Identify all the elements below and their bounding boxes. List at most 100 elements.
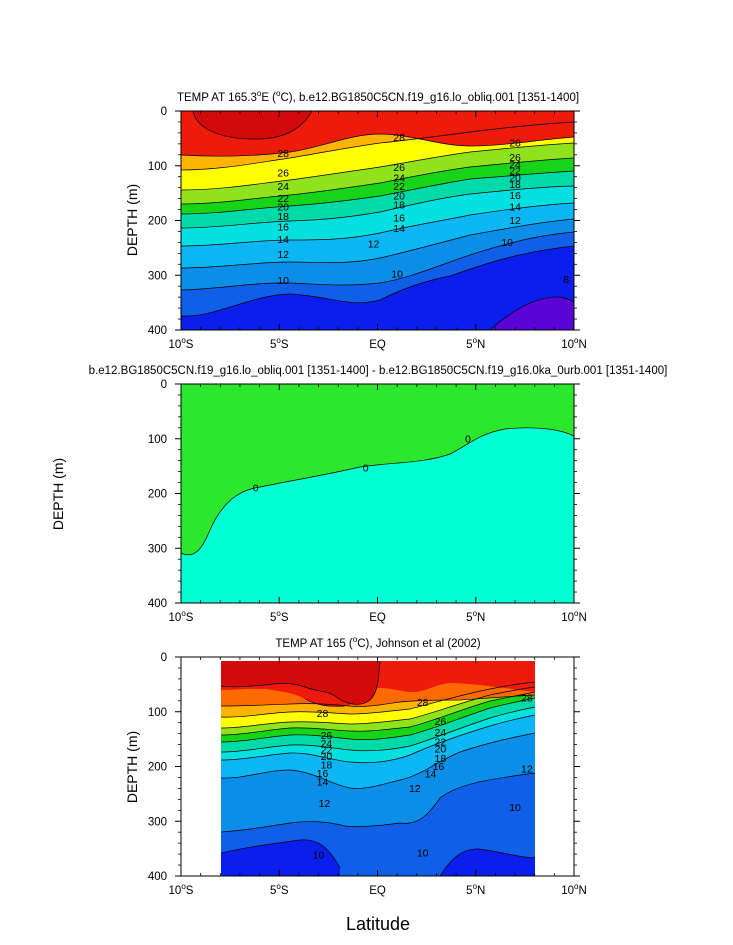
- panel-2-ylabel: DEPTH (m): [50, 458, 66, 530]
- panel-2-axes: 10oS 5oS EQ 5oN 10oN 0 100 200 300 400: [148, 379, 587, 624]
- contour-label: 12: [409, 783, 421, 795]
- panel-2-title: b.e12.BG1850C5CN.f19_g16.lo_obliq.001 [1…: [89, 365, 668, 377]
- contour-label: 16: [317, 768, 329, 780]
- y-tick-label: 300: [148, 816, 167, 828]
- contour-label: 22: [393, 181, 405, 193]
- isotherm-24: [181, 142, 574, 191]
- y-tick-label: 200: [148, 216, 167, 228]
- contour-label: 28: [521, 693, 533, 705]
- obs-isotherm-10-west: [220, 839, 341, 869]
- obs-isotherm-29: [304, 698, 346, 707]
- isotherm-30: [192, 111, 313, 140]
- panel-2-contour-labels: 0 0 0: [253, 433, 471, 494]
- x-tick-label: 10oN: [561, 609, 587, 624]
- contour-label: 16: [433, 761, 445, 773]
- panel-2-temperature-difference: b.e12.BG1850C5CN.f19_g16.lo_obliq.001 [1…: [50, 365, 667, 624]
- y-tick-label: 0: [161, 106, 167, 118]
- contour-label: 10: [391, 269, 403, 281]
- panel-2-contour-fills: 0 0 0: [181, 384, 574, 603]
- x-tick-label: 5oN: [466, 882, 485, 897]
- isotherm-18: [181, 185, 574, 229]
- obs-isotherm-26: [220, 681, 536, 718]
- isotherm-16: [181, 202, 574, 247]
- y-tick-label: 100: [148, 161, 167, 173]
- x-tick-label: 5oN: [466, 336, 485, 351]
- x-tick-label: EQ: [369, 612, 386, 624]
- isotherm-8: [489, 296, 574, 330]
- x-tick-label: 10oN: [561, 882, 587, 897]
- zero-contour: [181, 427, 574, 556]
- isotherm-20: [181, 170, 574, 215]
- region-negative: [181, 384, 574, 555]
- panel-3-title: TEMP AT 165 (oC), Johnson et al (2002): [275, 635, 480, 650]
- band-lt8: [490, 296, 574, 330]
- obs-isotherm-12: [220, 772, 536, 833]
- contour-label: 28: [509, 137, 521, 149]
- contour-label: 14: [393, 223, 405, 235]
- contour-label: 12: [368, 239, 380, 251]
- panel-3-axes: 10oS 5oS EQ 5oN 10oN 0 100 200 300 400: [148, 652, 587, 897]
- contour-label: 18: [509, 179, 521, 191]
- isotherm-12: [181, 231, 574, 291]
- contour-label: 18: [435, 753, 447, 765]
- panel-1-title: TEMP AT 165.3oE (oC), b.e12.BG1850C5CN.f…: [177, 89, 579, 104]
- y-tick-label: 0: [161, 652, 167, 664]
- contour-label: 20: [277, 201, 289, 213]
- contour-label: 26: [509, 152, 521, 164]
- y-tick-label: 400: [148, 871, 167, 883]
- obs-isotherm-14: [220, 732, 536, 789]
- obs-isotherm-24: [220, 686, 536, 729]
- obs-isotherm-18: [220, 706, 536, 753]
- panel-3-ylabel: DEPTH (m): [124, 731, 140, 803]
- contour-label: 16: [509, 190, 521, 202]
- contour-label: 24: [393, 172, 405, 184]
- contour-label: 22: [435, 736, 447, 748]
- band-8-10: [221, 839, 340, 876]
- x-tick-label: 5oS: [270, 336, 289, 351]
- contour-label: 26: [393, 162, 405, 174]
- y-tick-label: 100: [148, 707, 167, 719]
- panel-1-axes: 10oS 5oS EQ 5oN 10oN 0 100 200 300 400: [148, 106, 587, 351]
- x-tick-label: EQ: [369, 339, 386, 351]
- panel-1-contour-lines: [181, 111, 574, 330]
- contour-label: 28: [393, 132, 405, 144]
- x-tick-label: 5oS: [270, 882, 289, 897]
- contour-label: 14: [317, 776, 329, 788]
- contour-label: 12: [509, 215, 521, 227]
- contour-label: 10: [313, 850, 325, 862]
- contour-label: 14: [509, 201, 521, 213]
- y-tick-label: 400: [148, 325, 167, 337]
- band-8-10-east: [440, 848, 535, 876]
- band-gt30: [193, 111, 312, 140]
- y-tick-label: 200: [148, 762, 167, 774]
- obs-isotherm-10-east: [439, 848, 536, 876]
- contour-label: 16: [393, 212, 405, 224]
- x-tick-label: 10oS: [169, 336, 194, 351]
- y-tick-label: 400: [148, 598, 167, 610]
- obs-isotherm-16: [220, 714, 536, 764]
- panel-3-contour-lines: [220, 660, 536, 876]
- contour-label: 14: [425, 769, 437, 781]
- figure-xlabel: Latitude: [346, 914, 410, 934]
- contour-label: 28: [317, 708, 329, 720]
- contour-label: 0: [363, 462, 369, 474]
- x-tick-label: 5oS: [270, 609, 289, 624]
- obs-isotherm-22: [220, 691, 536, 736]
- x-tick-label: 10oN: [561, 336, 587, 351]
- obs-isotherm-28: [220, 694, 536, 707]
- contour-label: 12: [521, 764, 533, 776]
- band-gt30: [221, 661, 380, 705]
- contour-label: 18: [277, 211, 289, 223]
- x-tick-label: EQ: [369, 885, 386, 897]
- y-tick-label: 200: [148, 489, 167, 501]
- panel-3-observed-temperature: TEMP AT 165 (oC), Johnson et al (2002): [124, 635, 587, 897]
- isotherm-14: [181, 218, 574, 269]
- contour-label: 18: [393, 200, 405, 212]
- obs-isotherm-20: [220, 697, 536, 743]
- isotherm-22: [181, 157, 574, 205]
